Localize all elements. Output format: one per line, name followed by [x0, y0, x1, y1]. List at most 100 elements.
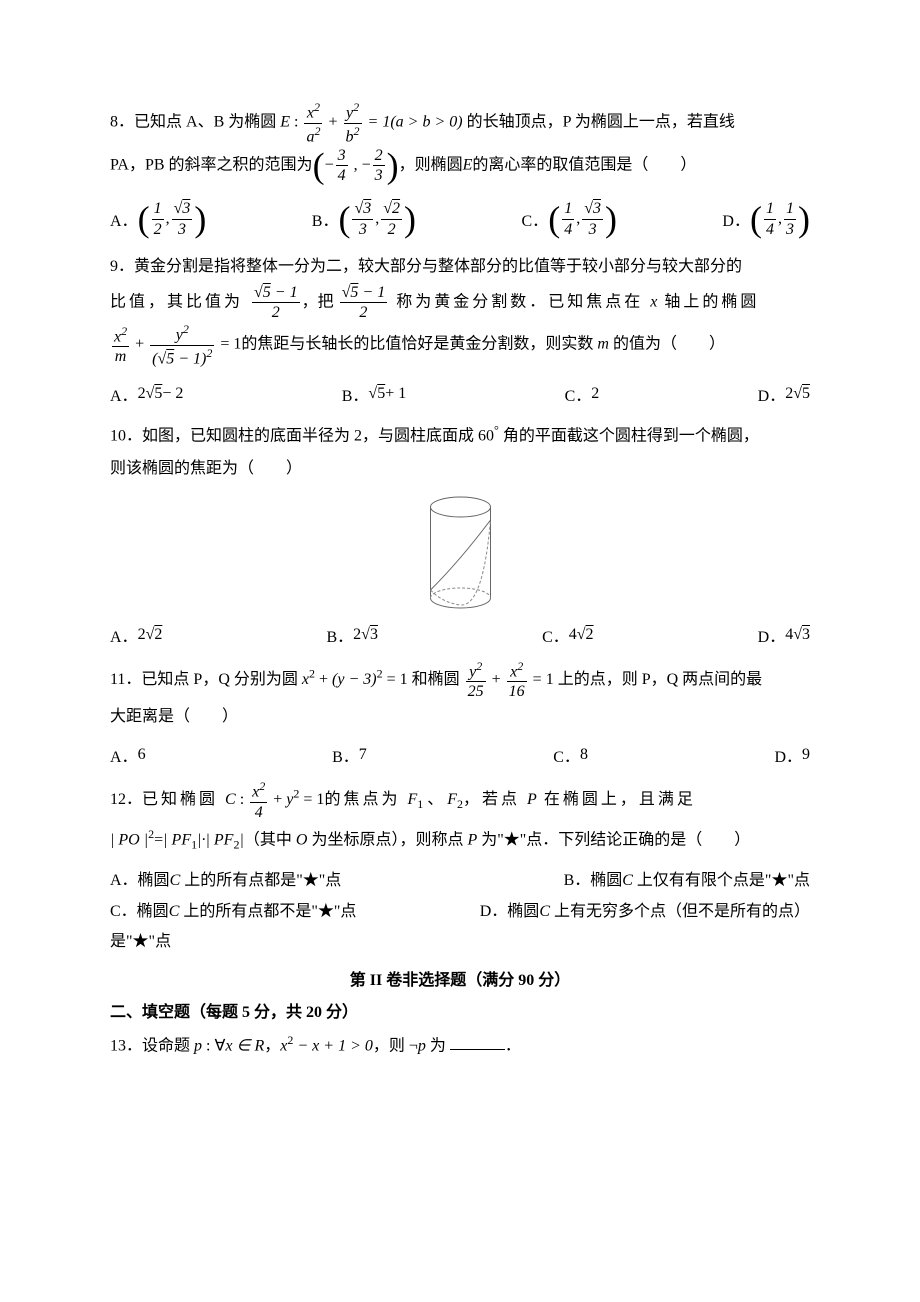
- q8-lp: (: [313, 146, 325, 186]
- q12-pfb: |·| PF: [197, 831, 233, 848]
- q9-g1d: 2: [252, 303, 300, 322]
- q11-optA: A．6: [110, 743, 146, 767]
- q8-tail: = 1(a > b > 0): [364, 114, 463, 131]
- section-2-sub: 二、填空题（每题 5 分，共 20 分）: [110, 998, 810, 1022]
- q12-B-t: 上仅有有限个点是"★"点: [637, 872, 810, 889]
- q9-optC: C．2: [565, 382, 600, 406]
- q12-text-f: 为坐标原点），则称点: [307, 831, 467, 848]
- q8-A-d1: 2: [152, 220, 164, 239]
- q9-frac-xm: x2m: [112, 324, 129, 367]
- q9-C-l: C．: [565, 382, 592, 406]
- q9-g2d: 2: [340, 303, 388, 322]
- question-9: 9．黄金分割是指将整体一分为二，较大部分与整体部分的比值等于较小部分与较大部分的…: [110, 251, 810, 368]
- q8-rp: ): [387, 146, 399, 186]
- q8-A-d2: 3: [172, 220, 193, 239]
- q9-B-l: B．: [342, 382, 369, 406]
- q12-text-d: 在椭圆上，且满足: [537, 791, 696, 808]
- q11-A-v: 6: [138, 746, 146, 764]
- q8-C-d1: 4: [562, 220, 574, 239]
- q11-C-l: C．: [553, 743, 580, 767]
- q11-ce-c: = 1: [383, 671, 408, 688]
- q11-text-a: 已知点 P，Q 分别为圆: [141, 671, 301, 688]
- q9-options: A．2√5 − 2 B．√5 + 1 C．2 D．2√5: [110, 382, 810, 406]
- q12-text-c: ，若点: [463, 791, 527, 808]
- q12-text-e: （其中: [244, 831, 296, 848]
- q11-text-c: 上的点，则 P，Q 两点间的最: [554, 671, 762, 688]
- q10-optC: C．4√2: [542, 623, 593, 647]
- q12-et: = 1: [299, 791, 324, 808]
- q12-optB: B．椭圆C 上仅有有限个点是"★"点: [564, 866, 810, 896]
- q8-optC-label: C．: [522, 207, 549, 231]
- q8-ra-n: 3: [336, 146, 348, 166]
- q9-plus: +: [131, 336, 148, 353]
- q10-A-v: 2: [154, 626, 162, 643]
- q8-text-b: 的长轴顶点，P 为椭圆上一点，若直线: [463, 114, 735, 131]
- q12-frac-x: x24: [250, 779, 267, 822]
- q8-D-n1: 1: [764, 199, 776, 219]
- q8-frac1: x2a2: [304, 100, 322, 146]
- q9-frac-y: y2(√5 − 1)2: [150, 322, 214, 368]
- q8-text-c: PA，PB 的斜率之积的范围为: [110, 156, 313, 173]
- q11-yd: 25: [466, 682, 486, 701]
- q9-optB: B．√5 + 1: [342, 382, 407, 406]
- q8-plus: +: [324, 114, 341, 131]
- q12-F1: F: [407, 791, 417, 808]
- q12-C-l: C．椭圆: [110, 903, 169, 920]
- q13-x: x: [225, 1037, 232, 1054]
- q12-optA: A．椭圆C 上的所有点都是"★"点: [110, 866, 341, 896]
- q8-text-e: 的离心率的取值范围是（ ）: [472, 156, 696, 173]
- q8-text-a: 已知点 A、B 为椭圆: [134, 114, 280, 131]
- q8-D-d1: 4: [764, 220, 776, 239]
- q8-optB: B．(√33 , √22): [312, 199, 416, 238]
- q13-neg: ，则 ¬: [373, 1037, 418, 1054]
- q12-text-g: 为"★"点．下列结论正确的是（ ）: [477, 831, 750, 848]
- q11-num: 11．: [110, 671, 141, 688]
- q8-optA-label: A．: [110, 207, 138, 231]
- q8-num: 8．: [110, 114, 134, 131]
- q8-frac2: y2b2: [344, 100, 362, 146]
- q10-C-v: 2: [586, 626, 594, 643]
- q12-C-t: 上的所有点都不是"★"点: [183, 903, 356, 920]
- q8-B-d1: 3: [352, 220, 373, 239]
- q12-A-l: A．椭圆: [110, 872, 170, 889]
- q12-optD: D．椭圆C 上有无穷多个点（但不是所有的点）: [480, 897, 810, 927]
- q13-p2: p: [418, 1037, 426, 1054]
- q10-optA: A．2√2: [110, 623, 162, 647]
- q9-num: 9．: [110, 258, 134, 275]
- q8-A-n1: 1: [152, 199, 164, 219]
- q9-optD: D．2√5: [758, 382, 810, 406]
- q11-et: = 1: [529, 671, 554, 688]
- q8-C-n2: 3: [593, 200, 601, 217]
- q9-xmd: m: [112, 347, 129, 366]
- q8-range-b: 23: [373, 146, 385, 185]
- question-11: 11．已知点 P，Q 分别为圆 x2 + (y − 3)2 = 1 和椭圆 y2…: [110, 659, 810, 734]
- q8-D-d2: 3: [784, 220, 796, 239]
- q8-E2: E: [463, 156, 473, 173]
- q11-ce-a: x: [302, 671, 309, 688]
- q12-C: C: [225, 791, 236, 808]
- q13-c: ，: [264, 1037, 280, 1054]
- q13-text-a: 设命题: [142, 1037, 194, 1054]
- q9-D-v: 5: [802, 385, 810, 402]
- q9-text-c: 的焦距与长轴长的比值恰好是黄金分割数，则实数: [241, 336, 597, 353]
- q13-p: p: [194, 1037, 202, 1054]
- q11-B-l: B．: [332, 743, 359, 767]
- q10-text-a: 如图，已知圆柱的底面半径为 2，与圆柱底面成 60: [142, 428, 494, 445]
- q9-C-v: 2: [591, 385, 599, 403]
- q11-optD: D．9: [774, 743, 810, 767]
- q9-gold2: √5 − 12: [340, 283, 388, 322]
- q12-O: O: [296, 831, 308, 848]
- q11-xd: 16: [507, 682, 527, 701]
- q11-A-l: A．: [110, 743, 138, 767]
- q8-optB-label: B．: [312, 207, 339, 231]
- q12-D-c: C: [539, 903, 550, 920]
- q9-text-d: 的值为（ ）: [609, 336, 725, 353]
- q11-ce-b: (y − 3): [332, 671, 377, 688]
- q8-B-d2: 2: [381, 220, 402, 239]
- q9-gold1: √5 − 12: [252, 283, 300, 322]
- q12-po: | PO |: [110, 831, 148, 848]
- q12-optC: C．椭圆C 上的所有点都不是"★"点: [110, 897, 356, 927]
- fill-blank: [450, 1049, 505, 1050]
- q12-A-c: C: [170, 872, 181, 889]
- q12-P: P: [527, 791, 537, 808]
